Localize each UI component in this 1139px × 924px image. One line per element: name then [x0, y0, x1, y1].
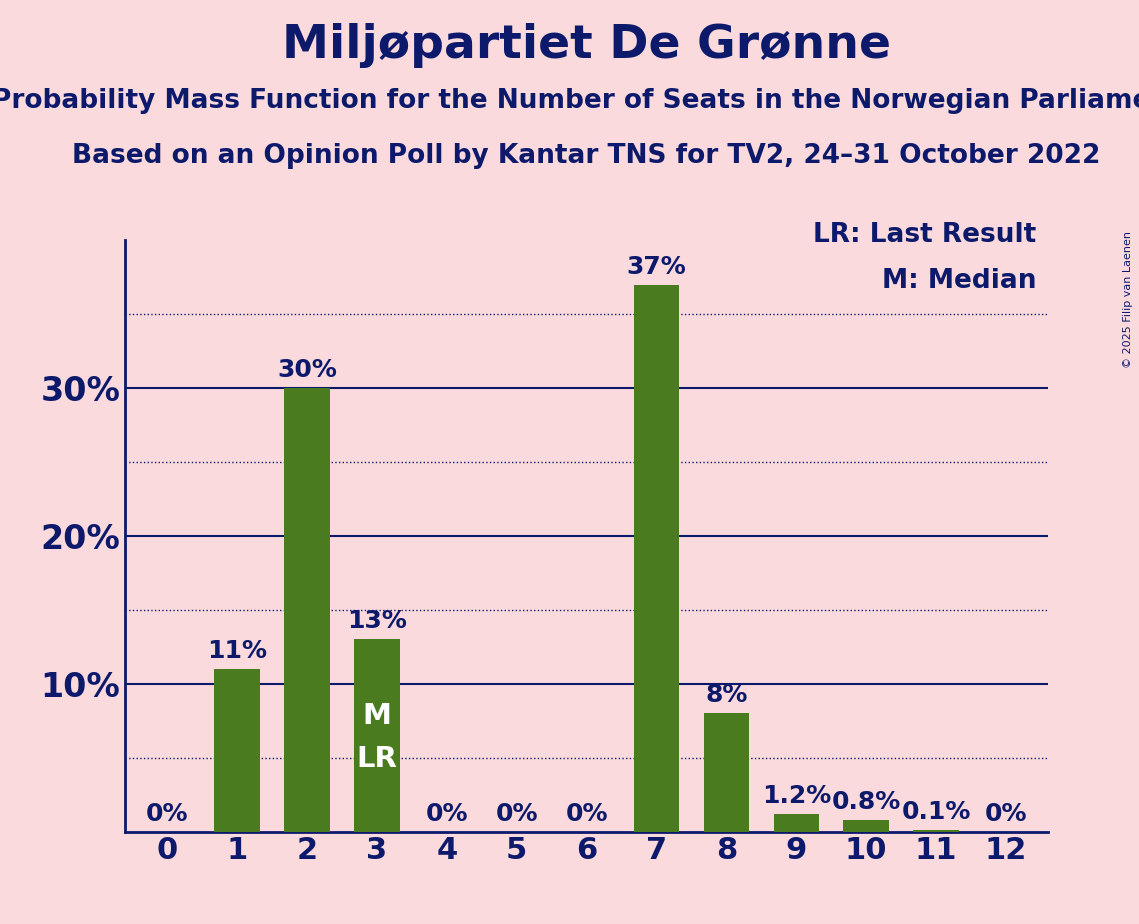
Text: Miljøpartiet De Grønne: Miljøpartiet De Grønne	[282, 23, 891, 68]
Bar	[913, 830, 959, 832]
Text: M: M	[362, 702, 392, 730]
Text: 13%: 13%	[347, 610, 407, 634]
Text: LR: Last Result: LR: Last Result	[813, 222, 1036, 248]
Bar	[704, 713, 749, 832]
Text: LR: LR	[357, 745, 398, 772]
Text: 0%: 0%	[146, 802, 188, 826]
Text: 37%: 37%	[626, 255, 687, 279]
Text: 0%: 0%	[985, 802, 1027, 826]
Text: 0%: 0%	[565, 802, 608, 826]
Text: 30%: 30%	[277, 359, 337, 383]
Bar	[773, 814, 819, 832]
Text: 11%: 11%	[207, 639, 268, 663]
Bar	[214, 669, 260, 832]
Text: 0%: 0%	[495, 802, 538, 826]
Text: 0.1%: 0.1%	[901, 800, 970, 824]
Text: Based on an Opinion Poll by Kantar TNS for TV2, 24–31 October 2022: Based on an Opinion Poll by Kantar TNS f…	[73, 143, 1100, 169]
Bar	[285, 388, 329, 832]
Text: © 2025 Filip van Laenen: © 2025 Filip van Laenen	[1123, 231, 1133, 368]
Text: 1.2%: 1.2%	[762, 784, 830, 808]
Text: 0.8%: 0.8%	[831, 790, 901, 814]
Bar	[844, 820, 888, 832]
Text: Probability Mass Function for the Number of Seats in the Norwegian Parliament: Probability Mass Function for the Number…	[0, 88, 1139, 114]
Text: 8%: 8%	[705, 684, 747, 708]
Bar	[354, 639, 400, 832]
Text: 0%: 0%	[426, 802, 468, 826]
Text: M: Median: M: Median	[882, 268, 1036, 294]
Bar	[633, 285, 679, 832]
